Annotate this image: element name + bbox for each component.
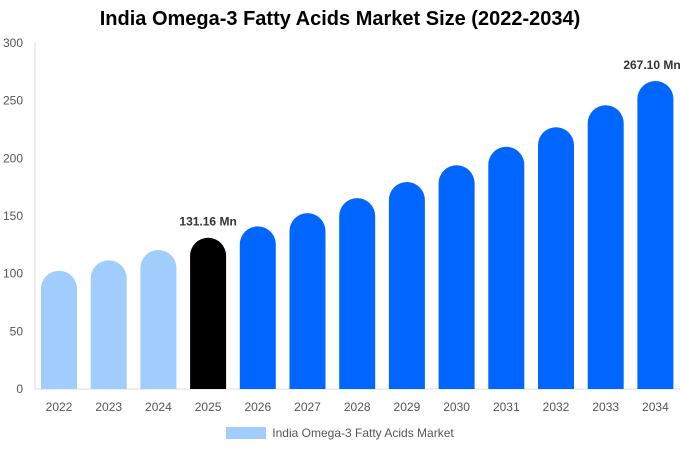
x-tick-label: 2034: [642, 400, 669, 414]
bar-2031: [488, 146, 525, 389]
bar-2030: [438, 165, 475, 389]
x-tick-label: 2026: [244, 400, 271, 414]
x-tick-label: 2028: [344, 400, 371, 414]
x-tick-label: 2023: [95, 400, 122, 414]
legend: India Omega-3 Fatty Acids Market: [0, 426, 680, 440]
y-tick-label: 300: [3, 36, 23, 50]
y-tick-label: 0: [16, 382, 23, 396]
x-tick-label: 2030: [443, 400, 470, 414]
x-tick-label: 2032: [543, 400, 570, 414]
chart-title: India Omega-3 Fatty Acids Market Size (2…: [99, 8, 581, 30]
y-tick-label: 250: [3, 94, 23, 108]
bar-2029: [388, 181, 425, 389]
x-tick-label: 2027: [294, 400, 321, 414]
y-tick-label: 200: [3, 151, 23, 165]
x-tick-label: 2025: [195, 400, 222, 414]
bar-2032: [538, 127, 574, 390]
y-tick-label: 50: [10, 324, 24, 338]
bar-2024: [140, 250, 177, 389]
bar-2033: [587, 105, 624, 389]
bar-2028: [339, 198, 376, 389]
x-tick-label: 2029: [394, 400, 421, 414]
data-label: 267.10 Mn: [623, 58, 680, 72]
x-tick-label: 2024: [145, 400, 172, 414]
bar-2023: [90, 260, 127, 389]
data-label: 131.16 Mn: [179, 215, 236, 229]
y-tick-label: 150: [3, 209, 23, 223]
bar-2022: [41, 270, 77, 389]
y-tick-label: 100: [3, 267, 23, 281]
x-tick-label: 2022: [46, 400, 73, 414]
bar-2027: [289, 213, 326, 389]
x-tick-label: 2031: [493, 400, 520, 414]
bar-2026: [239, 226, 276, 389]
legend-swatch: [226, 427, 267, 439]
bar-2025: [190, 237, 227, 389]
legend-label[interactable]: India Omega-3 Fatty Acids Market: [272, 426, 454, 440]
bar-2034: [637, 80, 674, 389]
x-tick-label: 2033: [592, 400, 619, 414]
